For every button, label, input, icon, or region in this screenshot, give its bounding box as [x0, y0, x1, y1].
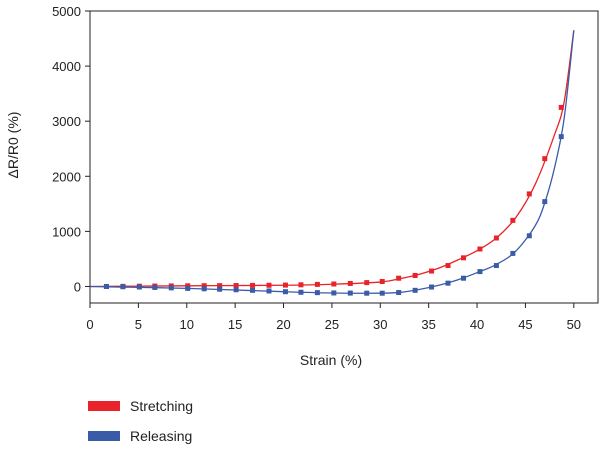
- data-point-releasing: [217, 286, 223, 292]
- x-tick-label: 40: [470, 317, 484, 332]
- y-tick-label: 3000: [52, 114, 81, 129]
- legend-item-stretching: Stretching: [88, 396, 193, 416]
- series-line-releasing: [89, 30, 575, 294]
- legend-item-releasing: Releasing: [88, 426, 193, 446]
- data-point-stretching: [477, 246, 483, 252]
- x-tick-label: 25: [325, 317, 339, 332]
- y-tick-label: 4000: [52, 59, 81, 74]
- legend-label-stretching: Stretching: [130, 398, 194, 414]
- x-tick-label: 50: [567, 317, 581, 332]
- data-point-releasing: [542, 199, 548, 205]
- chart-ticks: 0 5 10 15 20 25 30 35 40 45 50 0 1000 2000 3000 4000 500…: [52, 4, 581, 332]
- data-point-releasing: [526, 233, 532, 239]
- plot-frame: [89, 10, 599, 304]
- data-point-releasing: [461, 275, 467, 281]
- data-point-stretching: [461, 255, 467, 261]
- data-point-stretching: [185, 283, 191, 289]
- x-axis-title: Strain (%): [300, 352, 362, 368]
- y-tick-label: 2000: [52, 169, 81, 184]
- data-point-releasing: [364, 290, 370, 296]
- data-point-stretching: [250, 282, 256, 288]
- data-point-releasing: [201, 286, 207, 292]
- y-axis-title: ΔR/R0 (%): [5, 112, 21, 179]
- data-point-releasing: [510, 250, 516, 256]
- data-point-stretching: [331, 281, 337, 287]
- series-releasing: [89, 30, 575, 296]
- chart-axes: [89, 10, 599, 304]
- data-point-stretching: [347, 280, 353, 286]
- data-point-releasing: [379, 290, 385, 296]
- data-point-releasing: [429, 284, 435, 290]
- data-point-stretching: [445, 263, 451, 269]
- data-point-stretching: [282, 282, 288, 288]
- data-point-releasing: [558, 134, 564, 140]
- data-point-stretching: [364, 280, 370, 286]
- data-point-stretching: [298, 282, 304, 288]
- data-point-stretching: [266, 282, 272, 288]
- x-tick-label: 35: [421, 317, 435, 332]
- data-point-releasing: [266, 288, 272, 294]
- data-point-releasing: [347, 290, 353, 296]
- data-point-stretching: [217, 283, 223, 289]
- y-tick-label: 0: [74, 279, 81, 294]
- data-point-releasing: [331, 290, 337, 296]
- data-point-stretching: [558, 104, 564, 110]
- data-point-releasing: [168, 285, 174, 291]
- x-tick-label: 45: [518, 317, 532, 332]
- x-tick-label: 20: [276, 317, 290, 332]
- data-point-releasing: [250, 287, 256, 293]
- legend-label-releasing: Releasing: [130, 428, 193, 444]
- x-tick-label: 30: [373, 317, 387, 332]
- data-point-stretching: [412, 272, 418, 278]
- data-point-stretching: [379, 279, 385, 285]
- data-point-releasing: [396, 290, 402, 296]
- data-point-releasing: [136, 284, 142, 290]
- data-point-stretching: [201, 283, 207, 289]
- x-tick-label: 15: [228, 317, 242, 332]
- legend: Stretching Releasing: [88, 396, 193, 456]
- data-point-releasing: [445, 280, 451, 286]
- data-point-stretching: [429, 268, 435, 274]
- data-point-releasing: [412, 287, 418, 293]
- data-point-releasing: [233, 287, 239, 293]
- data-point-releasing: [103, 283, 109, 289]
- series-stretching: [89, 30, 575, 289]
- data-point-stretching: [493, 235, 499, 241]
- chart-series: [89, 30, 575, 296]
- data-point-releasing: [493, 263, 499, 269]
- data-point-releasing: [152, 284, 158, 290]
- data-point-releasing: [314, 290, 320, 296]
- x-tick-label: 10: [180, 317, 194, 332]
- data-point-releasing: [282, 289, 288, 295]
- series-line-stretching: [89, 30, 575, 288]
- data-point-releasing: [185, 285, 191, 291]
- x-tick-label: 5: [135, 317, 142, 332]
- data-point-releasing: [120, 284, 126, 290]
- data-point-stretching: [233, 283, 239, 289]
- data-point-stretching: [510, 217, 516, 223]
- y-tick-label: 5000: [52, 4, 81, 19]
- legend-swatch-releasing: [88, 431, 120, 441]
- legend-swatch-stretching: [88, 401, 120, 411]
- data-point-releasing: [298, 289, 304, 295]
- data-point-stretching: [542, 156, 548, 162]
- y-tick-label: 1000: [52, 224, 81, 239]
- data-point-releasing: [477, 269, 483, 275]
- data-point-stretching: [396, 275, 402, 281]
- x-tick-label: 0: [86, 317, 93, 332]
- data-point-stretching: [526, 191, 532, 197]
- data-point-stretching: [314, 281, 320, 287]
